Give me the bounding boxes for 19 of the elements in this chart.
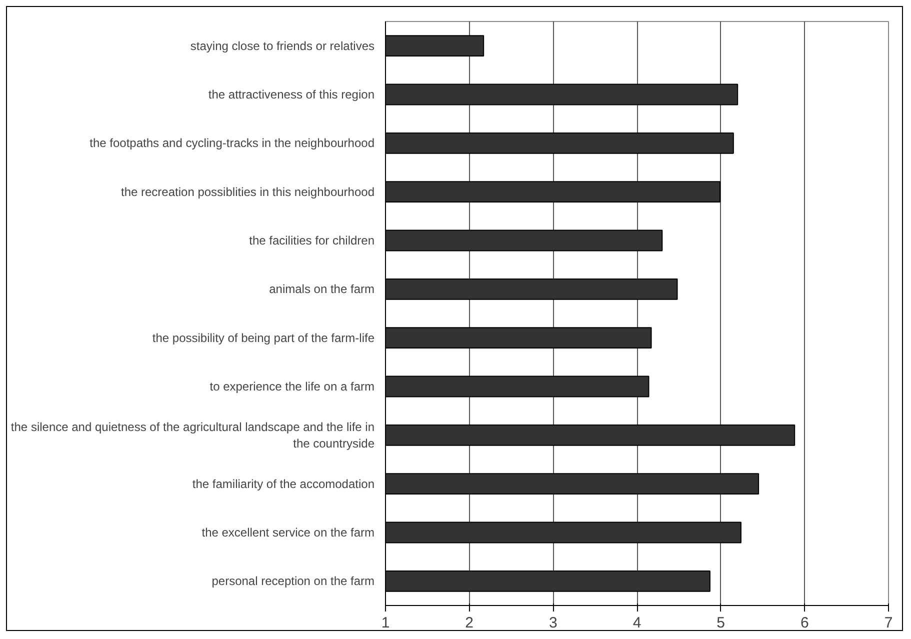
y-tick-label: the attractiveness of this region <box>208 88 375 102</box>
y-tick-label: the possibility of being part of the farm-life <box>152 330 375 345</box>
y-tick-label: staying close to friends or relatives <box>190 38 375 53</box>
y-tick-label: the facilities for children <box>249 234 374 248</box>
y-tick-label: to experience the life on a farm <box>210 380 375 394</box>
x-tick-label: 6 <box>800 614 809 632</box>
y-tick-label: the recreation possiblities in this neighbourhood <box>121 184 375 199</box>
x-tick-label: 4 <box>632 614 642 632</box>
y-tick-label: personal reception on the farm <box>212 574 375 588</box>
y-tick-label: the footpaths and cycling-tracks in the neighbourhood <box>90 136 375 150</box>
y-tick-label: animals on the farm <box>269 282 375 296</box>
x-tick-label: 5 <box>716 614 726 632</box>
x-tick-label: 3 <box>548 614 558 632</box>
y-tick-label: the familiarity of the accomodation <box>192 476 374 491</box>
y-tick-label: the silence and quietness of the agricultural landscape and the life in the countryside <box>10 420 375 451</box>
x-tick-label: 1 <box>381 614 390 632</box>
y-tick-label: the excellent service on the farm <box>202 526 375 540</box>
x-tick-label: 2 <box>465 614 474 632</box>
x-tick-label: 7 <box>884 614 893 632</box>
